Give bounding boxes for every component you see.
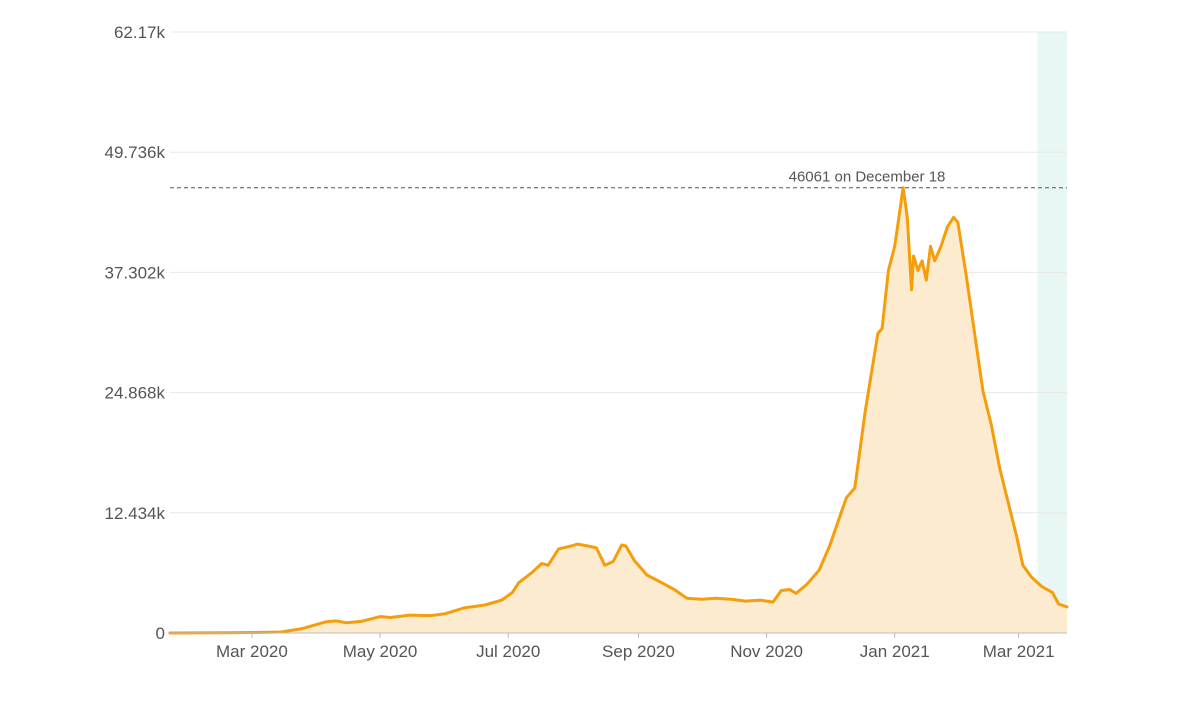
x-tick-label: Mar 2021 — [983, 642, 1055, 661]
x-tick-label: May 2020 — [343, 642, 418, 661]
y-tick-label: 12.434k — [105, 504, 166, 523]
y-tick-label: 37.302k — [105, 263, 166, 282]
y-tick-label: 24.868k — [105, 384, 166, 403]
y-tick-label: 49.736k — [105, 143, 166, 162]
x-tick-label: Sep 2020 — [602, 642, 675, 661]
series-area — [170, 187, 1067, 633]
highlight-region-layer — [1037, 32, 1067, 633]
series-line — [168, 186, 1069, 635]
x-tick-label: Mar 2020 — [216, 642, 288, 661]
y-tick-label: 62.17k — [114, 23, 166, 42]
x-tick-label: Jul 2020 — [476, 642, 540, 661]
annotation-layer: 46061 on December 18 — [170, 169, 1067, 189]
y-tick-label: 0 — [156, 624, 165, 643]
peak-annotation-label: 46061 on December 18 — [789, 169, 946, 186]
axes-layer: 0 12.434k 24.868k 37.302k 49.736k 62.17k Mar 2… — [105, 23, 1067, 661]
line-layer — [168, 186, 1069, 635]
area-layer — [170, 187, 1067, 633]
x-tick-label: Jan 2021 — [860, 642, 930, 661]
highlight-region — [1037, 32, 1067, 633]
x-tick-label: Nov 2020 — [730, 642, 803, 661]
